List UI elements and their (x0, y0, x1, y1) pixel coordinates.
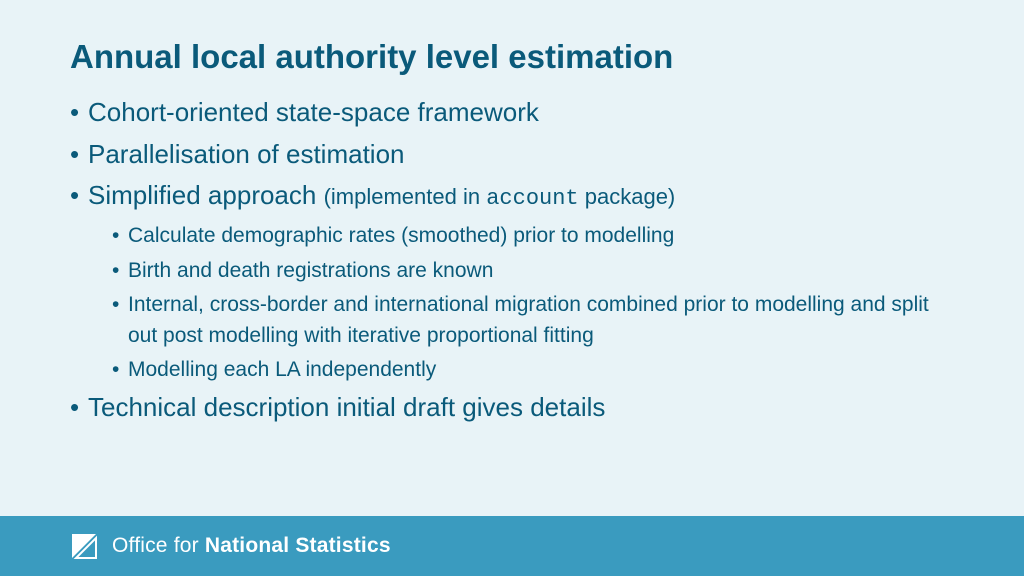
bullet-item: Cohort-oriented state-space framework (70, 94, 954, 132)
sub-bullet-item: Internal, cross-border and international… (112, 290, 954, 351)
org-prefix: Office for (112, 534, 205, 557)
sub-bullet-list: Calculate demographic rates (smoothed) p… (112, 221, 954, 385)
bullet-item: Simplified approach (implemented in acco… (70, 177, 954, 385)
org-name: Office for National Statistics (112, 534, 391, 558)
slide-title: Annual local authority level estimation (70, 38, 954, 76)
bullet-paren: package) (579, 184, 676, 209)
org-bold: National Statistics (205, 534, 391, 557)
footer-bar: Office for National Statistics (0, 516, 1024, 576)
sub-bullet-item: Modelling each LA independently (112, 355, 954, 385)
ons-logo-icon (70, 532, 98, 560)
sub-bullet-item: Birth and death registrations are known (112, 256, 954, 286)
bullet-paren: (implemented in (324, 184, 487, 209)
bullet-text: Simplified approach (88, 180, 324, 210)
slide: Annual local authority level estimation … (0, 0, 1024, 576)
bullet-item: Parallelisation of estimation (70, 136, 954, 174)
code-text: account (486, 186, 578, 211)
bullet-list: Cohort-oriented state-space framework Pa… (70, 94, 954, 427)
bullet-item: Technical description initial draft give… (70, 389, 954, 427)
sub-bullet-item: Calculate demographic rates (smoothed) p… (112, 221, 954, 251)
